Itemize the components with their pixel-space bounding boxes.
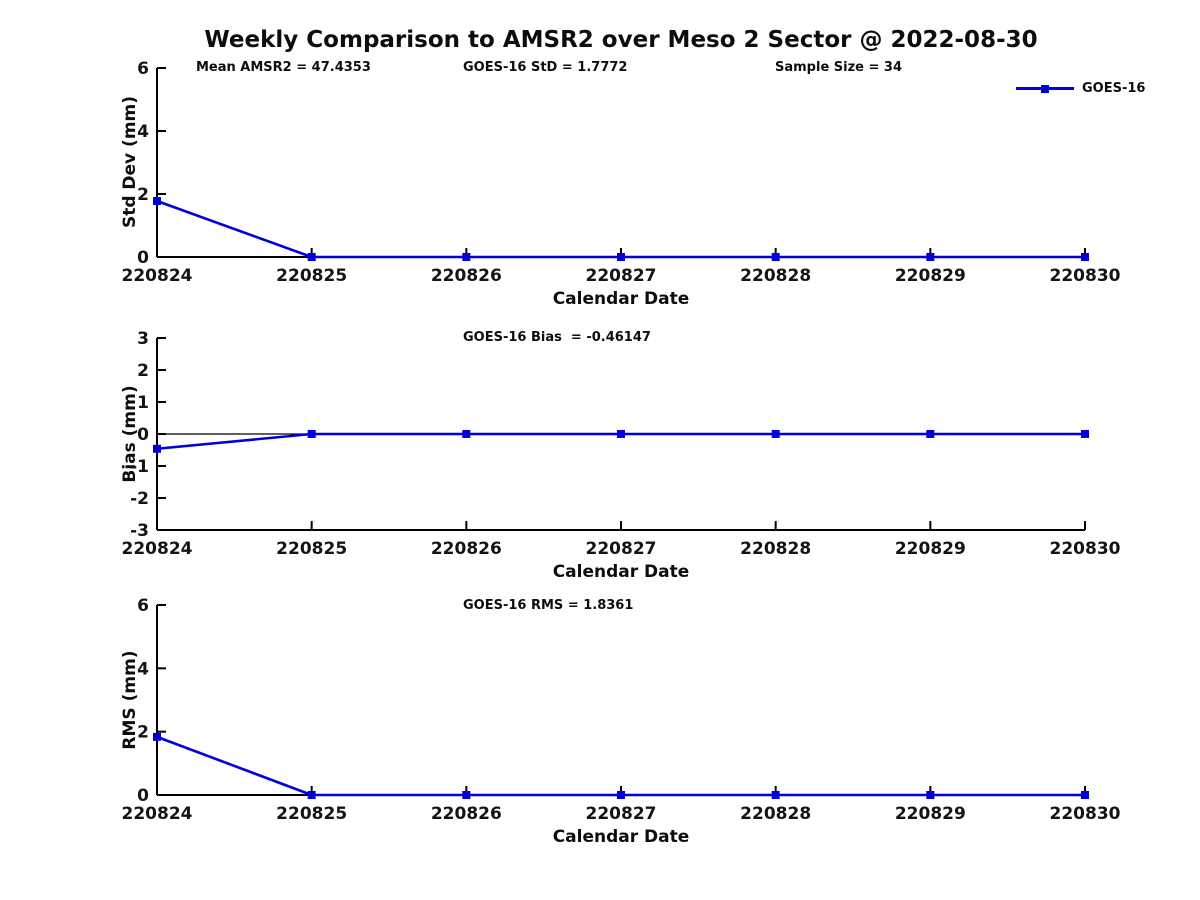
x-tick-label: 220830 — [1050, 266, 1121, 286]
data-point-marker — [1081, 253, 1089, 261]
data-point-marker — [307, 253, 316, 261]
data-point-marker — [617, 253, 625, 261]
y-tick-label: 2 — [137, 723, 149, 743]
x-tick-label: 220824 — [122, 804, 193, 824]
y-tick-label: 4 — [137, 122, 149, 142]
data-point-marker — [153, 732, 161, 741]
legend: GOES-16 — [1016, 80, 1146, 96]
data-point-marker — [771, 430, 780, 438]
x-tick-label: 220826 — [431, 804, 502, 824]
legend-label: GOES-16 — [1082, 80, 1146, 96]
data-point-marker — [153, 197, 161, 206]
y-tick-label: -1 — [130, 457, 149, 477]
y-tick-label: 0 — [137, 786, 149, 806]
data-point-marker — [771, 253, 780, 261]
data-point-marker — [1081, 430, 1089, 438]
y-tick-label: 2 — [137, 185, 149, 205]
annotation-goes16-rms: GOES-16 RMS = 1.8361 — [463, 598, 634, 613]
data-point-marker — [462, 253, 471, 261]
data-point-marker — [307, 430, 316, 438]
x-tick-label: 220829 — [895, 266, 966, 286]
x-tick-label: 220827 — [586, 266, 657, 286]
x-tick-label: 220828 — [740, 804, 811, 824]
std-dev-chart: 0 2 4 6 220824 220825 220826 220827 220828 220829… — [122, 59, 1121, 309]
x-tick-label: 220825 — [276, 539, 347, 559]
data-point-marker — [617, 791, 625, 799]
x-tick-label: 220825 — [276, 804, 347, 824]
x-tick-label: 220824 — [122, 266, 193, 286]
data-point-marker — [771, 791, 780, 799]
annotation-goes16-bias: GOES-16 Bias = -0.46147 — [463, 330, 651, 345]
y-tick-label: 6 — [137, 596, 149, 616]
annotation-sample-size: Sample Size = 34 — [775, 60, 903, 75]
y-tick-label: 1 — [137, 393, 149, 413]
x-tick-label: 220829 — [895, 539, 966, 559]
x-tick-label: 220826 — [431, 539, 502, 559]
x-axis-label: Calendar Date — [553, 289, 690, 309]
x-tick-label: 220825 — [276, 266, 347, 286]
y-tick-label: 6 — [137, 59, 149, 79]
x-tick-label: 220827 — [586, 539, 657, 559]
x-tick-label: 220830 — [1050, 539, 1121, 559]
y-tick-label: 0 — [137, 248, 149, 268]
x-tick-label: 220829 — [895, 804, 966, 824]
data-point-marker — [926, 791, 935, 799]
legend-line-sample — [1016, 84, 1074, 93]
y-tick-label: -3 — [130, 521, 149, 541]
annotation-mean-amsr2: Mean AMSR2 = 47.4353 — [196, 60, 371, 75]
bias-chart: -3 -2 -1 0 1 2 3 220824 220825 220826 220827 220828… — [122, 329, 1121, 582]
x-tick-label: 220830 — [1050, 804, 1121, 824]
data-point-marker — [617, 430, 625, 438]
y-tick-label: 4 — [137, 659, 149, 679]
x-axis-label: Calendar Date — [553, 562, 690, 582]
chart-title: Weekly Comparison to AMSR2 over Meso 2 S… — [204, 27, 1038, 53]
data-point-marker — [926, 430, 935, 438]
data-point-marker — [307, 791, 316, 799]
rms-chart: 0 2 4 6 220824 220825 220826 220827 220828 220829… — [122, 596, 1121, 847]
y-tick-label: 3 — [137, 329, 149, 349]
x-tick-label: 220828 — [740, 266, 811, 286]
legend-square-marker-icon — [1041, 84, 1049, 93]
x-tick-label: 220826 — [431, 266, 502, 286]
data-point-marker — [1081, 791, 1089, 799]
y-tick-label: 0 — [137, 425, 149, 445]
x-axis-label: Calendar Date — [553, 827, 690, 847]
x-tick-label: 220824 — [122, 539, 193, 559]
data-point-marker — [462, 430, 471, 438]
annotation-goes16-std: GOES-16 StD = 1.7772 — [463, 60, 628, 75]
data-point-marker — [926, 253, 935, 261]
y-tick-label: 2 — [137, 361, 149, 381]
x-tick-label: 220827 — [586, 804, 657, 824]
data-point-marker — [462, 791, 471, 799]
y-tick-label: -2 — [130, 489, 149, 509]
data-point-marker — [153, 444, 161, 453]
x-tick-label: 220828 — [740, 539, 811, 559]
